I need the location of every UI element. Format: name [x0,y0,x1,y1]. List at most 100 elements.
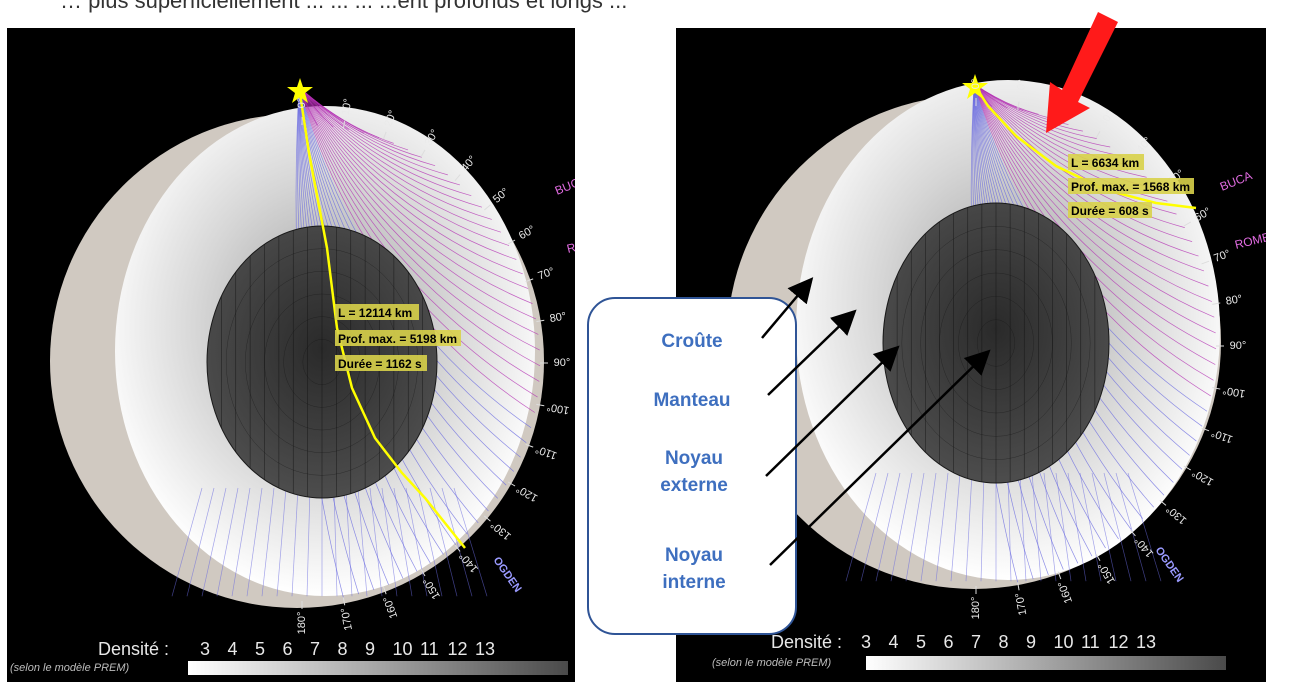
angle-label: 90° [1230,340,1247,352]
seismic-ray [1103,472,1132,582]
angle-tick [483,204,491,211]
seismic-ray [298,86,523,275]
angle-label: 20° [382,109,399,129]
seismic-ray [298,86,436,167]
seismic-ray [393,487,413,597]
density-gradient-right [866,656,1226,670]
seismic-ray [965,472,973,582]
seismic-ray [1019,472,1027,582]
angle-tick [454,544,461,552]
density-values-right: 3 4 5 6 7 8 9 10 11 12 13 [861,632,1157,652]
seismic-ray [441,487,473,597]
angle-label: 170° [1014,592,1030,617]
seismic-ray [298,86,537,320]
angle-label: 180° [970,597,982,620]
angle-tick [382,131,387,140]
label-inner-core: Noyau interne [662,545,726,593]
angle-label: 100° [546,400,571,416]
core-mesh-ring [920,249,1072,437]
angle-tick [507,481,516,487]
seismic-ray [306,487,311,597]
angle-tick [1129,529,1136,537]
angle-label: 80° [549,310,567,325]
angle-label: 90° [554,357,571,369]
seismic-ray [1067,472,1087,582]
seismic-ray [1127,472,1162,582]
seismic-ray [1007,472,1012,582]
seismic-ray [345,487,353,597]
core-mesh-right [896,203,1096,483]
angle-label: 170° [339,607,355,632]
angle-label: 80° [1225,293,1243,308]
core-mesh-ring [939,272,1053,414]
epicenter-star-right [962,74,988,99]
seismic-ray [1079,472,1102,582]
angle-tick [342,597,346,606]
seismic-ray [298,86,501,233]
station-rome-left: ROME [565,234,575,256]
seismic-ray [298,86,529,289]
red-arrow [1046,12,1118,133]
seismic-ray [246,487,263,597]
seismic-ray [298,86,533,304]
ray-path-left [297,86,466,549]
seismic-ray [298,86,448,176]
angle-tick [420,568,426,577]
header-text: … plus superficiellement ... ... ... ...… [60,0,628,13]
seismic-ray [276,487,287,597]
angle-label: 70° [1212,248,1232,265]
density-note-right: (selon le modèle PREM) [712,657,832,669]
seismic-ray [298,86,510,246]
angle-tick [536,403,545,407]
seismic-ray [381,487,398,597]
seismic-ray [429,487,458,597]
seismic-ray [890,472,913,582]
core-mesh-ring [976,319,1016,367]
arrow-crust [761,277,814,339]
seismic-ray [291,487,299,597]
seismic-ray [298,86,541,367]
seismic-ray [973,83,1185,228]
seismic-ray [1043,472,1057,582]
seismic-ray [1115,472,1147,582]
seismic-ray [333,487,338,597]
seismic-ray [369,487,383,597]
seismic-ray [875,472,901,582]
arrow-inner-core [769,349,991,566]
seismic-ray [905,472,925,582]
angle-tick [342,120,346,129]
density-gradient-left [188,661,568,675]
ray-path-right [972,83,1197,210]
seismic-ray [298,86,422,158]
seismic-ray [298,86,517,260]
seismic-ray [231,487,251,597]
globe-svg-left: 0° 10°20°30°40°50°60°70°80°90°100°110°120… [50,78,575,634]
seismic-ray [298,86,460,186]
angle-tick [525,278,534,283]
duration-label-right: Durée = 608 s [1071,204,1149,218]
seismic-ray [261,487,275,597]
label-outer-core: Noyau externe [660,448,728,496]
angle-label: 10° [1014,79,1029,97]
angle-label: 100° [1222,384,1247,400]
seismic-ray [1031,472,1042,582]
seismic-ray [453,487,488,597]
seismic-ray [216,487,239,597]
seismic-ray [973,83,1124,157]
angle-tick [1183,221,1192,227]
seismic-ray [935,472,949,582]
seismic-ray [1091,472,1117,582]
seismic-ray [405,487,428,597]
arrow-mantle [767,309,857,396]
density-title-right: Densité : [771,632,843,652]
globe-svg-right: 0°10°20°30°40°50°60°70°80°90°100°110°120… [727,74,1266,620]
angle-tick [507,239,516,245]
seismic-ray [298,86,472,197]
distance-label-left: L = 12114 km [338,306,412,320]
seismic-ray [298,86,539,335]
seismic-ray [417,487,443,597]
seismic-ray [950,472,961,582]
label-crust: Croûte [661,331,723,352]
angle-tick [1212,387,1221,390]
